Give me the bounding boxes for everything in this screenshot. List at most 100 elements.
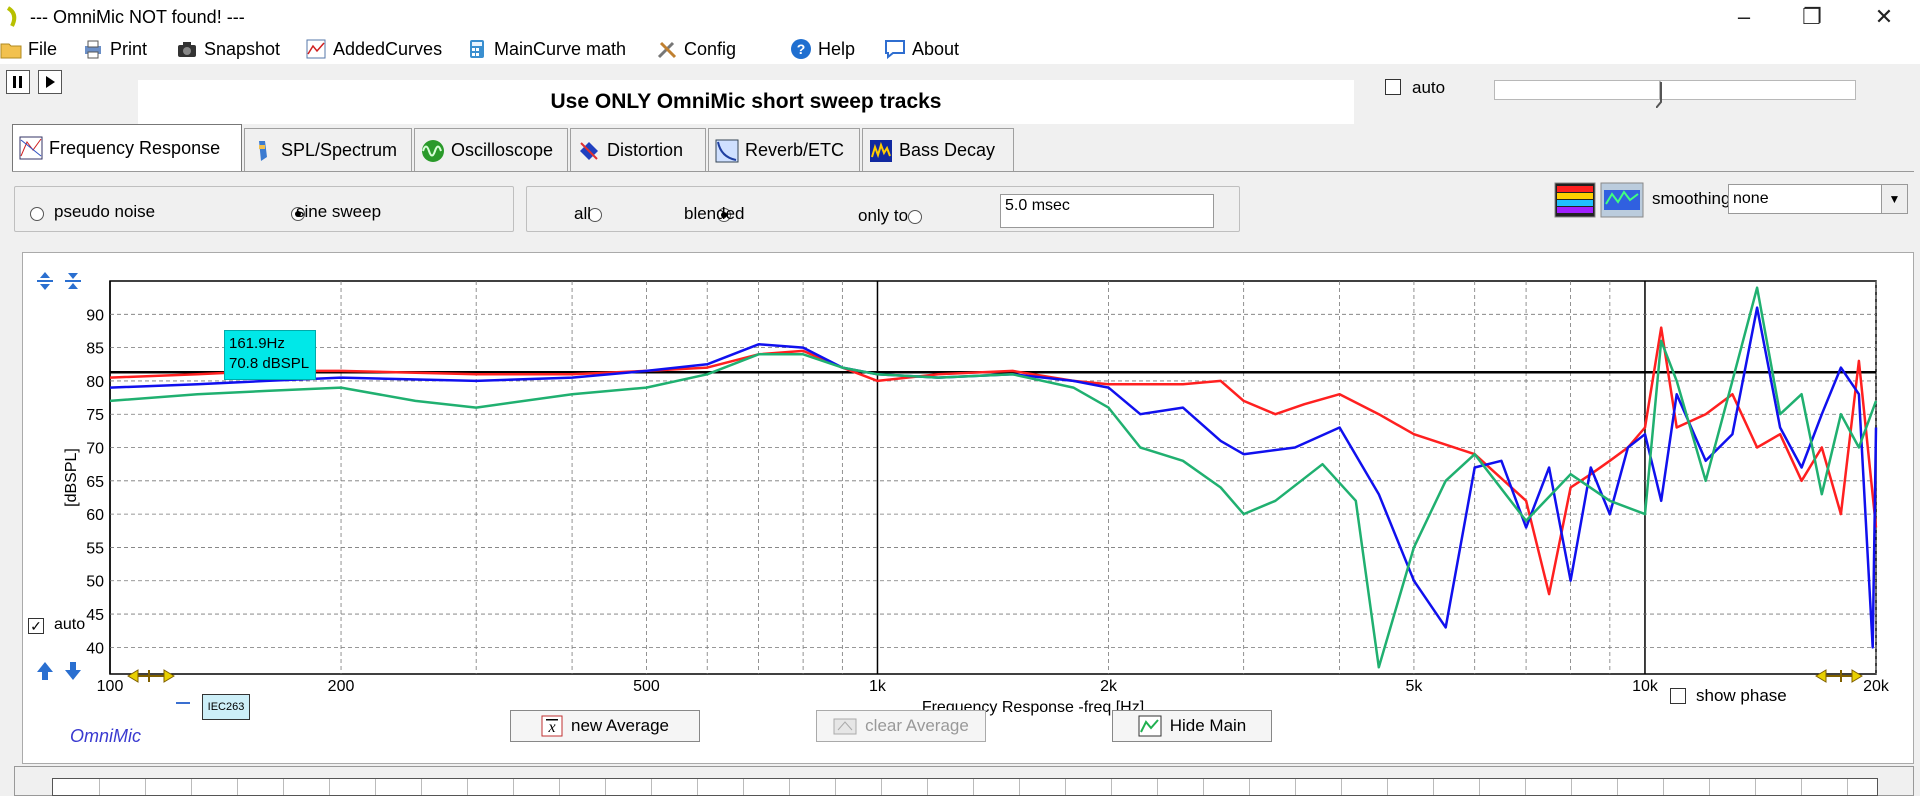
play-button[interactable] <box>38 70 62 94</box>
clear-average-button[interactable]: clear Average <box>816 710 986 742</box>
camera-icon <box>178 42 196 57</box>
bottom-strip-gridline <box>1019 779 1020 795</box>
menu-addedcurves-label: AddedCurves <box>333 38 443 59</box>
printer-icon <box>85 40 101 59</box>
y-tick-label: 55 <box>86 540 104 557</box>
blended-label: blended <box>684 204 745 223</box>
menu-about[interactable]: About <box>884 37 959 61</box>
signal-type-group <box>14 186 514 232</box>
menu-maincurve-math-label: MainCurve math <box>494 38 627 59</box>
x-tick-label: 200 <box>328 678 355 695</box>
radio-blended[interactable] <box>717 208 732 222</box>
reverb-icon <box>715 139 739 162</box>
bottom-strip-gridline <box>835 779 836 795</box>
bottom-strip-gridline <box>421 779 422 795</box>
close-button[interactable]: ✕ <box>1874 4 1894 29</box>
radio-all[interactable] <box>588 208 603 222</box>
chevron-down-icon[interactable]: ▼ <box>1881 185 1907 213</box>
svg-text:x: x <box>547 719 555 736</box>
x-tick-label: 1k <box>869 678 887 695</box>
x-tick-label: 100 <box>97 678 124 695</box>
tab-frequency-response[interactable]: Frequency Response <box>12 124 242 172</box>
y-shift-up-icon[interactable] <box>34 660 56 682</box>
menu-snapshot[interactable]: Snapshot <box>176 37 280 61</box>
series-line-2 <box>109 306 1878 649</box>
new-average-button[interactable]: x new Average <box>510 710 700 742</box>
bottom-strip-gridline <box>99 779 100 795</box>
folder-icon <box>0 43 22 59</box>
menu-maincurve-math[interactable]: MainCurve math <box>466 37 626 61</box>
pause-button[interactable] <box>6 70 30 94</box>
iec263-button[interactable]: IEC263 <box>202 694 250 720</box>
menu-print[interactable]: Print <box>82 37 147 61</box>
gate-time-input[interactable]: 5.0 msec <box>1000 194 1214 228</box>
bottom-strip-gridline <box>1065 779 1066 795</box>
bottom-strip-gridline <box>1157 779 1158 795</box>
bottom-strip-gridline <box>1525 779 1526 795</box>
radio-pseudo-noise[interactable] <box>30 207 44 221</box>
tab-bass-decay[interactable]: Bass Decay <box>862 128 1014 172</box>
window-title: --- OmniMic NOT found! --- <box>30 7 245 27</box>
y-tick-label: 85 <box>86 341 104 358</box>
menu-about-label: About <box>912 38 960 59</box>
auto-scale-checkbox[interactable]: ✓ <box>28 618 44 634</box>
distortion-icon <box>580 141 598 160</box>
play-icon <box>46 76 55 88</box>
help-icon: ? <box>791 39 811 59</box>
auto-checkbox-top[interactable] <box>1385 79 1401 95</box>
bottom-strip-gridline <box>1571 779 1572 795</box>
bottom-strip-gridline <box>881 779 882 795</box>
bottom-strip-gridline <box>1203 779 1204 795</box>
bottom-strip-gridline <box>697 779 698 795</box>
menu-file[interactable]: File <box>0 37 57 61</box>
title-bar <box>0 0 1920 34</box>
color-map-icon[interactable] <box>1554 182 1596 218</box>
restore-button[interactable]: ❐ <box>1802 4 1822 29</box>
hide-main-icon <box>1138 715 1162 737</box>
radio-only-to[interactable] <box>908 210 923 224</box>
show-phase-checkbox[interactable] <box>1670 688 1686 704</box>
bottom-strip-gridline <box>1249 779 1250 795</box>
menu-help[interactable]: ? Help <box>790 37 855 61</box>
y-zoom-out-icon[interactable] <box>62 270 84 292</box>
level-slider-left[interactable] <box>1494 80 1660 100</box>
x-range-right-icon[interactable] <box>1814 668 1864 684</box>
series-line-3 <box>109 286 1878 669</box>
tab-spl-spectrum[interactable]: SPL/Spectrum <box>244 128 412 172</box>
menu-config[interactable]: Config <box>656 37 736 61</box>
menu-print-label: Print <box>110 38 148 59</box>
bottom-strip-gridline <box>1755 779 1756 795</box>
minimize-button[interactable]: – <box>1737 4 1751 29</box>
bottom-strip-gridline <box>1617 779 1618 795</box>
spl-meter-icon <box>259 140 267 161</box>
y-tick-label: 75 <box>86 407 104 424</box>
hide-main-label: Hide Main <box>1169 716 1247 735</box>
bottom-strip-gridline <box>283 779 284 795</box>
x-range-left-icon[interactable] <box>126 668 176 684</box>
readout-level: 70.8 dBSPL <box>229 355 310 372</box>
y-zoom-in-icon[interactable] <box>34 270 56 292</box>
waterfall-icon[interactable] <box>1600 182 1644 218</box>
tab-oscilloscope[interactable]: Oscilloscope <box>414 128 568 172</box>
sine-sweep-label: sine sweep <box>296 202 382 221</box>
omnimic-logo: OmniMic <box>70 726 141 746</box>
bottom-strip-gridline <box>1847 779 1848 795</box>
menu-addedcurves[interactable]: AddedCurves <box>305 37 442 61</box>
only-to-label: only to <box>858 206 909 225</box>
y-shift-down-icon[interactable] <box>62 660 84 682</box>
x-tick-label: 10k <box>1632 678 1659 695</box>
bottom-strip-gridline <box>1341 779 1342 795</box>
slider-thumb[interactable] <box>1656 82 1666 108</box>
bottom-strip-gridline <box>1801 779 1802 795</box>
smoothing-select[interactable]: none ▼ <box>1728 184 1908 214</box>
tab-reverb-etc[interactable]: Reverb/ETC <box>708 128 860 172</box>
radio-sine-sweep[interactable] <box>291 207 306 221</box>
bottom-strip-gridline <box>1295 779 1296 795</box>
all-label: all <box>574 204 592 223</box>
bottom-strip-gridline <box>927 779 928 795</box>
tab-distortion[interactable]: Distortion <box>570 128 706 172</box>
hide-main-button[interactable]: Hide Main <box>1112 710 1272 742</box>
iec-line-swatch <box>176 702 190 704</box>
calculator-icon <box>470 40 484 58</box>
